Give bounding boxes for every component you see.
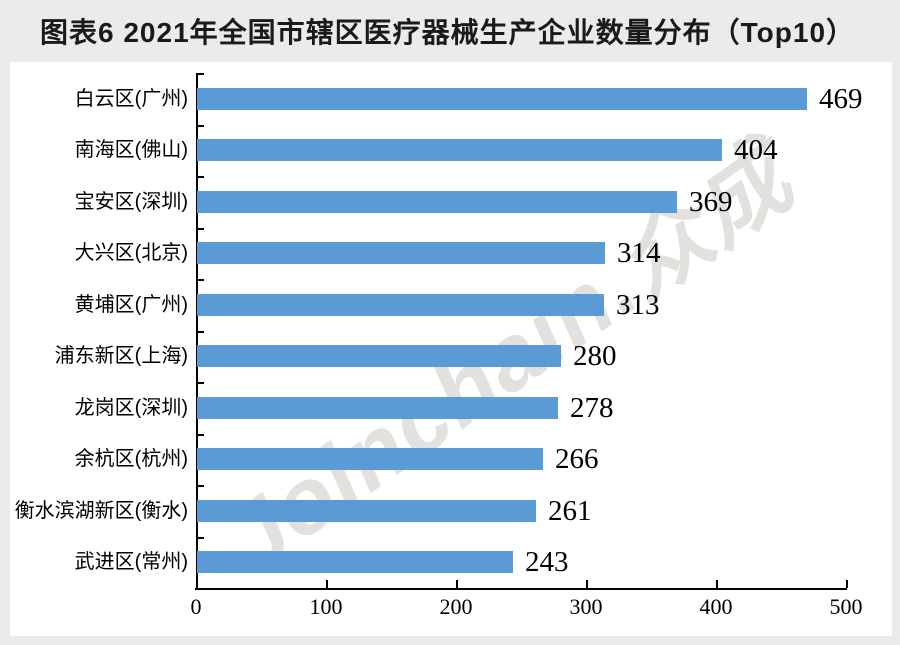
- value-label: 280: [573, 340, 617, 373]
- y-axis-tick: [196, 485, 204, 487]
- category-label: 余杭区(杭州): [74, 448, 188, 471]
- bar: [197, 139, 722, 162]
- category-label: 衡水滨湖新区(衡水): [14, 499, 188, 522]
- value-label: 243: [525, 546, 569, 579]
- x-axis-tick: [326, 580, 328, 588]
- x-tick-label: 0: [190, 594, 202, 619]
- category-label: 龙岗区(深圳): [74, 396, 188, 419]
- y-axis-tick: [196, 73, 204, 75]
- y-axis-tick: [196, 588, 204, 590]
- y-axis-tick: [196, 279, 204, 281]
- value-label: 314: [617, 237, 661, 270]
- y-axis-tick: [196, 330, 204, 333]
- y-axis-tick: [196, 536, 204, 539]
- category-label: 大兴区(北京): [74, 242, 188, 265]
- x-tick-label: 500: [829, 594, 863, 619]
- y-axis-tick: [196, 124, 204, 127]
- x-axis-tick: [846, 580, 848, 588]
- bar: [197, 345, 561, 368]
- x-axis-tick: [716, 580, 718, 588]
- category-label: 宝安区(深圳): [74, 190, 188, 213]
- value-label: 469: [819, 82, 863, 115]
- y-axis-tick: [196, 433, 204, 436]
- value-label: 404: [734, 134, 778, 167]
- category-label: 白云区(广州): [74, 87, 188, 110]
- x-tick-label: 200: [439, 594, 473, 619]
- y-axis-tick: [196, 382, 204, 384]
- bar: [197, 242, 605, 265]
- value-label: 369: [689, 185, 733, 218]
- value-label: 278: [570, 391, 614, 424]
- bar: [197, 190, 677, 213]
- value-label: 266: [555, 443, 599, 476]
- x-axis-line: [195, 588, 847, 590]
- category-label: 黄埔区(广州): [74, 293, 188, 316]
- y-axis-tick: [196, 227, 204, 230]
- bar: [197, 448, 543, 471]
- x-axis-tick: [586, 580, 588, 588]
- bar: [197, 293, 604, 316]
- category-label: 武进区(常州): [74, 551, 188, 574]
- page-title: 图表6 2021年全国市辖区医疗器械生产企业数量分布（Top10）: [40, 17, 856, 48]
- y-axis-tick: [196, 176, 204, 178]
- x-tick-label: 100: [309, 594, 343, 619]
- value-label: 261: [548, 494, 592, 527]
- x-tick-label: 400: [699, 594, 733, 619]
- bar: [197, 87, 807, 110]
- category-label: 浦东新区(上海): [54, 345, 188, 368]
- bar: [197, 551, 513, 574]
- x-tick-label: 300: [569, 594, 603, 619]
- value-label: 313: [616, 288, 660, 321]
- x-axis-tick: [456, 580, 458, 588]
- bar: [197, 499, 536, 522]
- category-label: 南海区(佛山): [74, 139, 188, 162]
- bar: [197, 396, 558, 419]
